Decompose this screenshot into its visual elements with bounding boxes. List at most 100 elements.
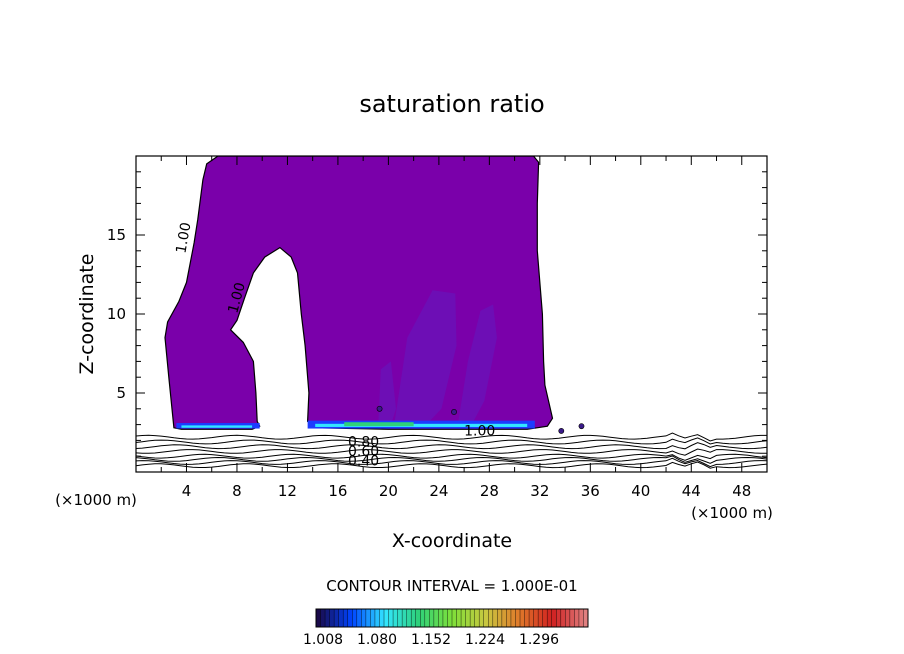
x-axis-ticks: 4 8 12 16 20 24 28 32 36 40 44 48 (135, 156, 768, 500)
cloud-inner-lobe (457, 304, 497, 425)
x-tick-label: 4 (182, 482, 192, 500)
contour-line (136, 432, 767, 442)
colorbar-swatch (447, 609, 453, 627)
colorbar-swatch (370, 609, 376, 627)
colorbar-swatch (565, 609, 571, 627)
colorbar-swatch (456, 609, 462, 627)
colorbar: 1.008 1.080 1.152 1.224 1.296 (303, 608, 589, 648)
colorbar-swatch (320, 609, 326, 627)
colorbar-swatch (329, 609, 335, 627)
colorbar-swatch (347, 609, 353, 627)
colorbar-swatch (461, 609, 467, 627)
colorbar-swatch (501, 609, 507, 627)
x-tick-label: 44 (682, 482, 701, 500)
x-tick-label: 20 (379, 482, 398, 500)
low-band-cyan-left (181, 425, 253, 428)
colorbar-swatch (578, 609, 584, 627)
colorbar-swatch (551, 609, 557, 627)
x-axis-unit-label: (×1000 m) (691, 504, 773, 522)
colorbar-swatch (547, 609, 553, 627)
colorbar-tick-label: 1.080 (357, 632, 397, 648)
colorbar-swatch (488, 609, 494, 627)
x-tick-label: 28 (480, 482, 499, 500)
colorbar-swatch (438, 609, 444, 627)
colorbar-swatch (479, 609, 485, 627)
colorbar-swatch (388, 609, 394, 627)
contour-label: 1.00 (173, 221, 194, 254)
colorbar-swatch (483, 609, 489, 627)
contour-line (136, 442, 767, 450)
colorbar-swatch (402, 609, 408, 627)
contour-label: 0.60 (348, 444, 379, 460)
isolated-cell (558, 428, 565, 434)
colorbar-swatch (560, 609, 566, 627)
colorbar-swatch (452, 609, 458, 627)
colorbar-swatch (397, 609, 403, 627)
y-tick-label: 5 (116, 384, 126, 402)
x-tick-label: 36 (581, 482, 600, 500)
colorbar-swatch (506, 609, 512, 627)
colorbar-swatch (343, 609, 349, 627)
x-origin-unit-label: (×1000 m) (55, 491, 137, 509)
colorbar-tick-label: 1.296 (519, 632, 559, 648)
colorbar-swatch (420, 609, 426, 627)
contour-label: 1.00 (464, 424, 495, 440)
colorbar-swatch (497, 609, 503, 627)
cloud-inner-lobe (378, 361, 396, 425)
x-tick-label: 12 (278, 482, 297, 500)
colorbar-swatch (538, 609, 544, 627)
colorbar-swatch (465, 609, 471, 627)
colorbar-swatch (556, 609, 562, 627)
colorbar-swatch (429, 609, 435, 627)
colorbar-swatch (384, 609, 390, 627)
colorbar-tick-label: 1.152 (411, 632, 451, 648)
isolated-cell (451, 409, 457, 415)
contour-label: 0.80 (348, 435, 379, 451)
colorbar-swatch (529, 609, 535, 627)
colorbar-swatch (470, 609, 476, 627)
colorbar-swatch (334, 609, 340, 627)
contour-label: 0.40 (348, 454, 379, 470)
colorbar-swatch (574, 609, 580, 627)
colorbar-swatch (510, 609, 516, 627)
contour-line (136, 437, 767, 445)
colorbar-swatch (492, 609, 498, 627)
low-band-green (344, 422, 414, 427)
colorbar-swatch (325, 609, 331, 627)
contour-line (136, 461, 767, 469)
colorbar-swatch (542, 609, 548, 627)
colorbar-swatch (520, 609, 526, 627)
colorbar-swatch (433, 609, 439, 627)
colorbar-swatch (533, 609, 539, 627)
isolated-cell (376, 405, 383, 412)
colorbar-swatch (474, 609, 480, 627)
colorbar-swatch (356, 609, 362, 627)
contour-line (136, 457, 767, 468)
colorbar-swatch (338, 609, 344, 627)
contour-interval-note: CONTOUR INTERVAL = 1.000E-01 (326, 577, 577, 595)
isolated-cell (578, 423, 585, 430)
contour-line (136, 448, 767, 456)
chart-title: saturation ratio (359, 90, 544, 118)
colorbar-swatch (379, 609, 385, 627)
colorbar-swatch (424, 609, 430, 627)
y-tick-label: 15 (107, 226, 126, 244)
colorbar-tick-label: 1.008 (303, 632, 343, 648)
colorbar-swatch (374, 609, 380, 627)
x-tick-label: 16 (328, 482, 347, 500)
y-axis-ticks: 5 10 15 (107, 155, 767, 473)
x-tick-label: 24 (429, 482, 448, 500)
x-tick-label: 32 (530, 482, 549, 500)
contour-line (136, 453, 767, 461)
colorbar-swatch (352, 609, 358, 627)
x-tick-label: 48 (732, 482, 751, 500)
contour-line (136, 455, 767, 464)
colorbar-swatch (406, 609, 412, 627)
colorbar-swatch (524, 609, 530, 627)
cloud-region (164, 156, 554, 430)
colorbar-swatch (415, 609, 421, 627)
colorbar-swatch (316, 609, 322, 627)
x-axis-label: X-coordinate (392, 530, 512, 552)
contour-label: 1.00 (225, 281, 249, 315)
colorbar-swatch (569, 609, 575, 627)
